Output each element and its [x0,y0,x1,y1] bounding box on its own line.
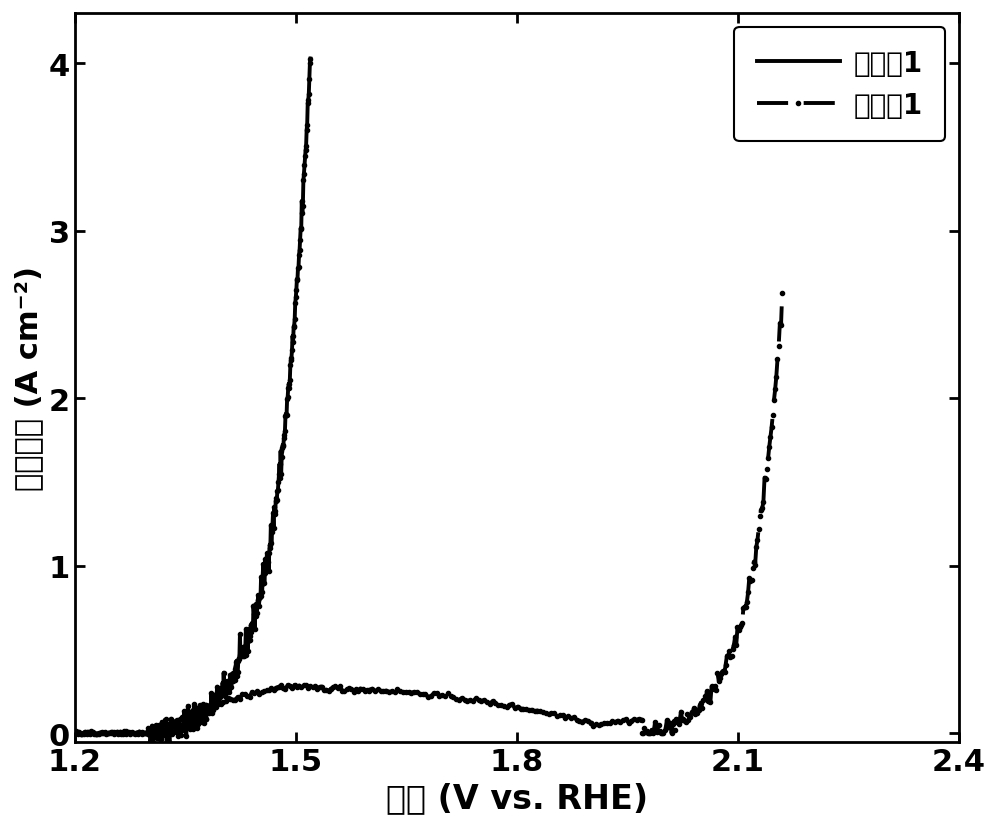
Legend: 实施例1, 对比例1: 实施例1, 对比例1 [734,28,945,142]
Y-axis label: 电流密度 (A cm⁻²): 电流密度 (A cm⁻²) [14,266,43,490]
X-axis label: 电压 (V vs. RHE): 电压 (V vs. RHE) [386,781,648,814]
